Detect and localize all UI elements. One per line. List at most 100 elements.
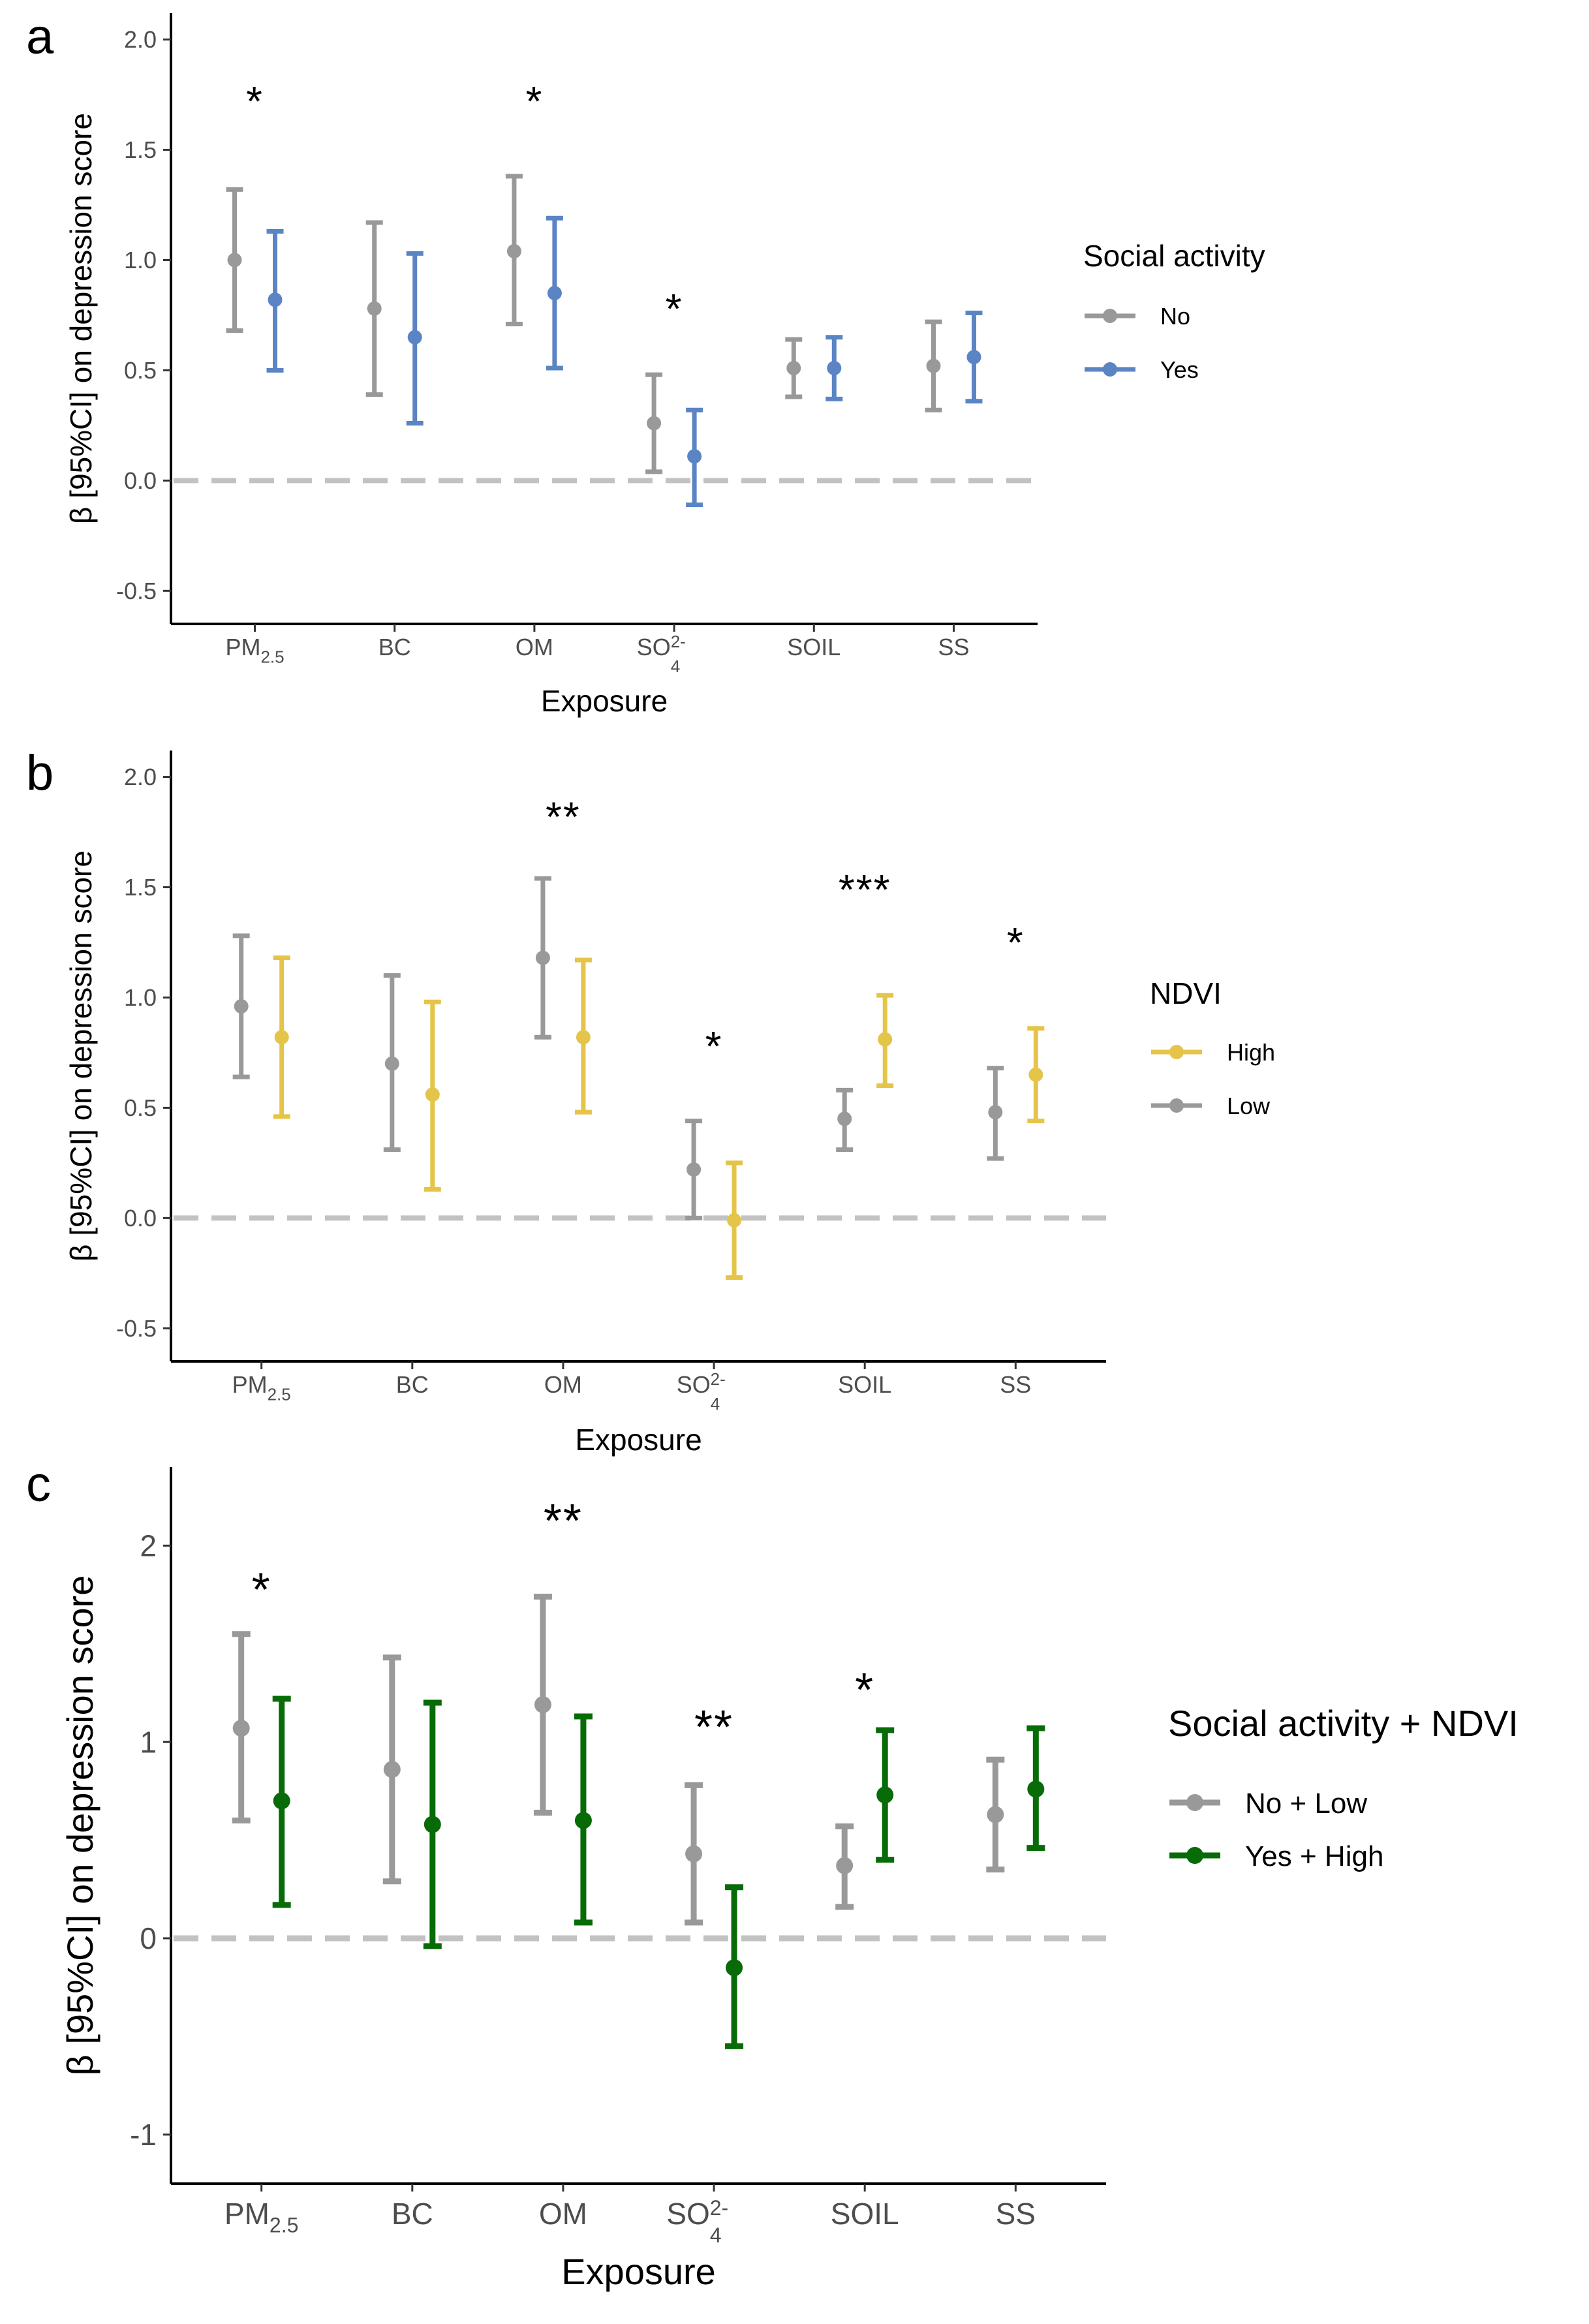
x-axis-title: Exposure	[541, 684, 668, 718]
legend: Social activity + NDVI No + Low Yes + High	[1168, 1703, 1519, 1872]
x-tick-label: PM2.5	[225, 634, 284, 667]
y-tick-label: 1.5	[124, 874, 157, 901]
legend-label: No + Low	[1245, 1788, 1367, 1820]
panel-label: b	[26, 745, 54, 801]
y-tick-label: 0.0	[124, 1205, 157, 1232]
panel-label: c	[26, 1457, 51, 1512]
legend-swatch-point	[1169, 1045, 1184, 1059]
errorbar-no-low-5	[986, 1756, 1005, 1873]
errorbar-no-low-2	[533, 1594, 552, 1816]
estimate-point	[234, 999, 249, 1014]
x-axis-title: Exposure	[561, 2251, 716, 2292]
x-tick-label: SS	[938, 634, 969, 660]
estimate-point	[534, 1696, 551, 1713]
estimate-point	[836, 1857, 854, 1874]
y-tick-label: 1	[140, 1725, 157, 1759]
legend-item: Yes + High	[1169, 1840, 1383, 1872]
estimate-point	[786, 361, 801, 376]
estimate-point	[685, 1845, 703, 1863]
estimate-point	[232, 1720, 250, 1737]
estimate-point	[878, 1032, 893, 1047]
y-tick-label: 0.5	[124, 1094, 157, 1121]
errorbar-no-low-3	[685, 1782, 703, 1926]
errorbar-no-low-4	[835, 1823, 854, 1910]
errorbar-yes-high-5	[1026, 1725, 1045, 1851]
legend-title: Social activity + NDVI	[1168, 1703, 1519, 1744]
y-tick-label: 2.0	[124, 26, 157, 53]
y-tick-label: 0.5	[124, 357, 157, 384]
legend-label: Yes + High	[1245, 1840, 1383, 1872]
estimate-point	[647, 416, 662, 431]
y-axis-title: β [95%CI] on depression score	[59, 1575, 100, 2076]
x-tick-label: SO42-	[677, 1369, 726, 1414]
estimate-point	[987, 1806, 1004, 1823]
estimate-point	[1027, 1780, 1045, 1798]
estimate-point	[988, 1105, 1003, 1120]
legend-swatch-point	[1169, 1098, 1184, 1113]
x-tick-label: SO42-	[666, 2196, 728, 2247]
y-tick-label: 1.0	[124, 984, 157, 1011]
significance-annotation: **	[544, 1495, 583, 1547]
estimate-point	[425, 1087, 440, 1102]
errorbar-yes-4	[825, 335, 843, 401]
x-tick-label: SOIL	[838, 1371, 891, 1398]
y-tick-label: -0.5	[116, 578, 157, 604]
estimate-point	[726, 1959, 743, 1977]
x-tick-label: SOIL	[787, 634, 841, 660]
estimate-point	[687, 449, 702, 464]
y-tick-label: 0.0	[124, 467, 157, 494]
estimate-point	[367, 301, 382, 316]
estimate-point	[268, 292, 283, 307]
legend-label: High	[1227, 1039, 1275, 1066]
x-tick-label: SO42-	[637, 632, 686, 676]
estimate-point	[227, 253, 242, 268]
errorbar-low-1	[383, 973, 401, 1153]
estimate-point	[574, 1812, 592, 1829]
legend-label: No	[1160, 303, 1190, 330]
y-tick-label: 1.5	[124, 136, 157, 163]
errorbar-high-4	[876, 993, 894, 1089]
y-tick-label: 0	[140, 1921, 157, 1955]
estimate-point	[827, 361, 842, 376]
errorbar-no-0	[226, 187, 243, 333]
panel-a: a -0.5 0.0 0.5 1.0 1.5 2.0 PM2.5 BC OM SO42- SOIL SS…	[26, 9, 1265, 718]
legend-swatch-point	[1103, 309, 1117, 323]
errorbar-yes-5	[965, 311, 983, 404]
significance-annotation: ***	[839, 866, 891, 913]
errorbar-yes-0	[266, 229, 284, 373]
estimate-point	[966, 350, 981, 365]
x-tick-label: SOIL	[831, 2197, 899, 2231]
y-tick-label: -1	[130, 2118, 157, 2152]
legend-swatch-point	[1186, 1847, 1203, 1864]
x-tick-label: OM	[539, 2197, 587, 2231]
significance-annotation: *	[666, 285, 683, 332]
legend-item: Low	[1151, 1092, 1271, 1119]
errorbar-high-2	[574, 957, 592, 1115]
errorbar-yes-3	[686, 407, 703, 508]
legend: NDVI High Low	[1150, 976, 1275, 1119]
legend-label: Low	[1227, 1092, 1271, 1119]
y-axis-title: β [95%CI] on depression score	[64, 113, 98, 524]
panel-c: c -1 0 1 2 PM2.5 BC OM SO42- SOIL SS Exposure β [95%…	[26, 1457, 1519, 2292]
y-tick-label: 1.0	[124, 247, 157, 273]
legend-title: NDVI	[1150, 976, 1222, 1010]
estimate-point	[506, 243, 521, 258]
estimate-point	[547, 286, 562, 301]
y-tick-label: -0.5	[116, 1315, 157, 1342]
panel-b: b -0.5 0.0 0.5 1.0 1.5 2.0 PM2.5 BC OM SO42- SOIL SS…	[26, 745, 1275, 1457]
x-tick-label: BC	[396, 1371, 429, 1398]
legend-item: High	[1151, 1039, 1275, 1066]
errorbar-no-low-0	[232, 1631, 251, 1823]
x-axis-title: Exposure	[575, 1423, 702, 1457]
y-axis-title: β [95%CI] on depression score	[64, 850, 98, 1262]
legend-title: Social activity	[1083, 239, 1265, 273]
significance-annotation: **	[546, 793, 581, 840]
errorbar-low-2	[534, 876, 551, 1040]
errorbar-yes-high-2	[574, 1713, 593, 1926]
errorbar-low-0	[232, 933, 250, 1079]
estimate-point	[383, 1761, 401, 1778]
legend-label: Yes	[1160, 356, 1199, 383]
estimate-point	[687, 1162, 702, 1177]
errorbar-no-1	[365, 220, 383, 397]
errorbar-low-3	[685, 1119, 703, 1220]
